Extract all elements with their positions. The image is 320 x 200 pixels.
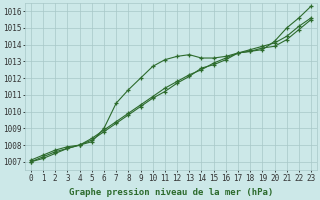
X-axis label: Graphe pression niveau de la mer (hPa): Graphe pression niveau de la mer (hPa)	[69, 188, 273, 197]
